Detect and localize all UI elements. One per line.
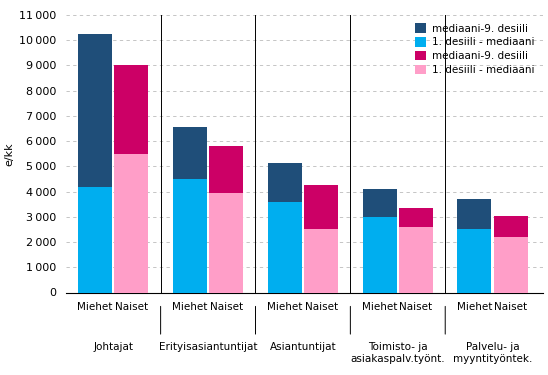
- Bar: [78, 34, 112, 186]
- Text: Toimisto- ja
asiakaspalv.työnt.: Toimisto- ja asiakaspalv.työnt.: [351, 342, 445, 364]
- Bar: [363, 217, 397, 292]
- Legend: mediaani-9. desiili, 1. desiili - mediaani, mediaani-9. desiili, 1. desiili - me: mediaani-9. desiili, 1. desiili - mediaa…: [412, 20, 537, 78]
- Bar: [458, 199, 492, 230]
- Bar: [399, 227, 433, 292]
- Bar: [173, 179, 207, 292]
- Bar: [115, 66, 149, 154]
- Bar: [173, 127, 207, 179]
- Text: Erityisasiantuntijat: Erityisasiantuntijat: [159, 342, 258, 352]
- Text: Asiantuntijat: Asiantuntijat: [270, 342, 336, 352]
- Bar: [304, 185, 338, 230]
- Bar: [399, 208, 433, 227]
- Bar: [458, 230, 492, 292]
- Bar: [304, 230, 338, 292]
- Bar: [78, 186, 112, 292]
- Bar: [209, 193, 243, 292]
- Text: Johtajat: Johtajat: [93, 342, 133, 352]
- Bar: [115, 154, 149, 292]
- Bar: [494, 216, 528, 237]
- Bar: [267, 202, 302, 292]
- Bar: [267, 163, 302, 202]
- Y-axis label: e/kk: e/kk: [4, 142, 15, 166]
- Bar: [494, 237, 528, 292]
- Bar: [209, 146, 243, 193]
- Bar: [363, 189, 397, 217]
- Text: Palvelu- ja
myyntityöntek.: Palvelu- ja myyntityöntek.: [453, 342, 532, 364]
